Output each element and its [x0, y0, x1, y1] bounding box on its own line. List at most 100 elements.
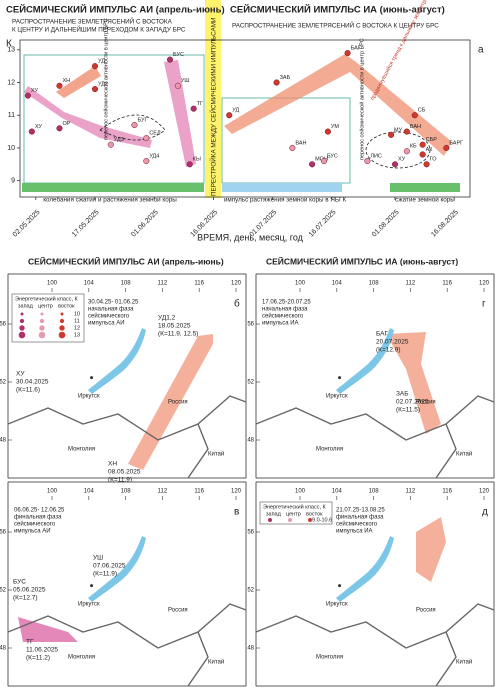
place-name: Россия [416, 400, 436, 406]
lon-label: 112 [406, 281, 416, 287]
place-name: Россия [416, 608, 436, 614]
legend-dot [59, 318, 65, 324]
caption: финальная фаза [14, 515, 62, 521]
map-heading: СЕЙСМИЧЕСКИЙ ИМПУЛЬС АИ (апрель-июнь) [28, 255, 224, 266]
event-label: ХН [108, 461, 117, 468]
caption: сейсмического [262, 313, 304, 320]
lat-label: 56 [0, 530, 7, 536]
event-point [143, 135, 150, 142]
event-point [131, 121, 138, 129]
phase-frame [221, 97, 351, 184]
lat-label: 48 [247, 438, 254, 444]
legend-col: запад [18, 303, 34, 309]
point-label: УД [232, 108, 239, 114]
west-zone [164, 60, 196, 167]
band-label: ПЕРЕСТРОЙКА МЕЖДУ СЕЙСМИЧЕСКИМИ ИМПУЛЬСА… [209, 17, 218, 196]
map-panel: 100 104 108 112 116 120 48 52 56 Иркутск Россия Мон… [0, 481, 247, 687]
point-label: МУ [394, 127, 403, 133]
place-name: Монголия [68, 447, 95, 453]
event-point [388, 131, 395, 138]
x-tick-label: 01.06.2025 [130, 209, 160, 239]
lon-label: 120 [479, 281, 490, 287]
place-name: Иркутск [326, 394, 348, 400]
event-point [324, 128, 331, 135]
legend-col: восток [306, 511, 323, 517]
panel-letter: в [234, 507, 239, 518]
event-label: (К=11.2) [26, 655, 50, 662]
place-name: Иркутск [326, 602, 348, 608]
border [255, 395, 495, 441]
point-label: ХУ [35, 124, 43, 130]
event-point [190, 105, 197, 112]
event-point [166, 56, 174, 63]
x-tick-label: 17.05.2025 [71, 209, 101, 239]
phase-strip [22, 183, 204, 192]
lat-label: 48 [247, 646, 254, 652]
caption: импульса АИ [14, 529, 51, 535]
x-tick-label: 01.08.2025 [371, 209, 401, 239]
legend-class: 10 [74, 311, 80, 317]
event-point [443, 144, 450, 151]
point-label: СБ [418, 108, 426, 114]
event-label: УШ [93, 555, 103, 562]
point-label: БУС [173, 52, 184, 58]
zone [18, 617, 78, 642]
panel-letter: б [234, 298, 240, 310]
event-point [419, 151, 426, 158]
x-label: ВРЕМЯ, день, месяц, год [197, 232, 304, 242]
point-label: ХУ [398, 157, 406, 163]
lon-label: 104 [84, 489, 95, 495]
point-label: ВАН [410, 124, 421, 130]
legend-dot [19, 318, 25, 324]
point-label: УД4 [149, 153, 159, 159]
event-label: 18.05.2025 [158, 323, 191, 330]
subtitle-right: РАСПРОСТРАНЕНИЕ ЗЕМЛЕТРЯСЕНИЙ С ВОСТОКА … [232, 21, 439, 30]
lon-label: 120 [231, 489, 242, 495]
lon-label: 112 [158, 281, 168, 287]
legend-class: 11 [74, 318, 80, 324]
legend-dot [18, 331, 26, 339]
panel-letter: д [482, 507, 488, 518]
map-panel: 100 104 108 112 116 120 48 52 56 Иркутск Россия Мон… [0, 273, 247, 484]
place-name: Иркутск [78, 394, 100, 400]
lon-label: 108 [121, 281, 132, 287]
event-label: (К=12.9) [376, 347, 401, 354]
legend-dot [59, 325, 65, 331]
place-name: Монголия [316, 447, 343, 453]
border [7, 603, 247, 649]
point-label: УШ [181, 78, 190, 84]
place-name: Россия [168, 608, 188, 614]
lat-label: 48 [0, 438, 7, 444]
legend-col: запад [266, 511, 282, 517]
legend-col: центр [38, 303, 53, 309]
legend-dot [40, 312, 44, 316]
point-label: УМ [331, 124, 339, 130]
caption: 17.06.25-20.07.25 [262, 300, 311, 306]
event-label: 20.07.2025 [376, 339, 409, 346]
caption: сейсмического [14, 521, 56, 528]
lon-label: 116 [194, 281, 204, 287]
event-point [411, 112, 418, 119]
point-label: ТГ [197, 101, 203, 107]
panel-letter: а [478, 45, 484, 56]
caption: сейсмического [336, 521, 378, 528]
place-name: Россия [168, 400, 188, 406]
event-label: (К=11.9, 12.5) [158, 331, 198, 338]
lon-label: 108 [121, 489, 132, 495]
point-label: БУС [327, 153, 338, 159]
point-label: БАРГ [449, 140, 463, 146]
event-point [423, 161, 430, 168]
lat-label: 52 [247, 588, 254, 594]
border [187, 423, 209, 479]
event-label: 07.06.2025 [93, 563, 126, 570]
panel-letter: г [482, 299, 486, 310]
city [338, 376, 342, 380]
event-point [28, 128, 35, 135]
phase-strip [390, 183, 460, 192]
title-right: СЕЙСМИЧЕСКИЙ ИМПУЛЬС ИА (июнь-август) [230, 4, 445, 16]
event-point [320, 157, 327, 165]
legend-dot [60, 312, 64, 316]
lat-label: 52 [0, 588, 7, 594]
point-label: ХУ [31, 88, 39, 94]
map-panel: 100 104 108 112 116 120 48 52 56 Иркутск Россия Мон… [247, 481, 495, 687]
